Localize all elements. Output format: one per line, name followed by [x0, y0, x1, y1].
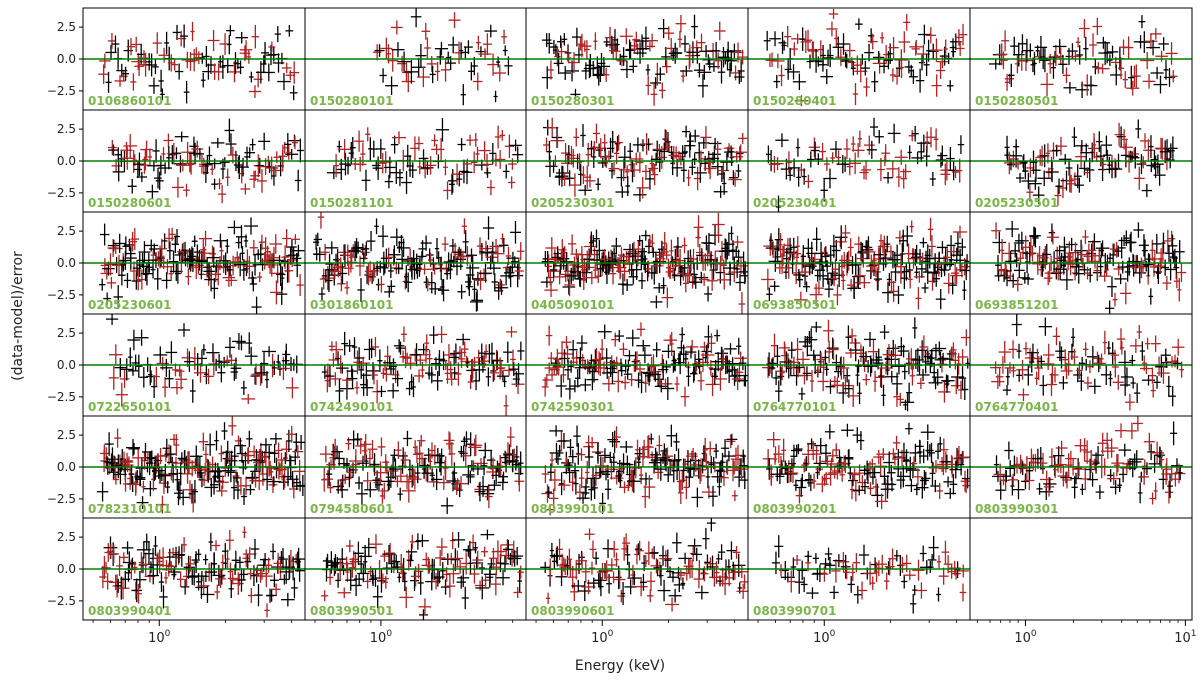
obs-label: 0106860101 [88, 94, 172, 108]
obs-label: 0205230401 [753, 196, 837, 210]
panel-0205230501: 0205230501 [970, 110, 1192, 212]
panel-0693850501: 0693850501 [748, 212, 973, 314]
obs-label: 0693850501 [753, 298, 837, 312]
obs-label: 0150280501 [975, 94, 1059, 108]
residual-points [98, 22, 299, 104]
panel-0205230301: 0205230301 [526, 110, 748, 212]
panel-0150280501: 0150280501 [970, 8, 1192, 110]
panel-0722650101: 0722650101 [83, 313, 305, 416]
obs-label: 0205230601 [88, 298, 172, 312]
obs-label: 0205230301 [531, 196, 615, 210]
obs-label: 0405090101 [531, 298, 615, 312]
residual-points [373, 6, 513, 105]
obs-label: 0150280401 [753, 94, 837, 108]
panel-0742590301: 0742590301 [526, 314, 752, 416]
panel-0405090101: 0405090101 [526, 212, 752, 316]
panel-0150281101: 0150281101 [305, 110, 526, 212]
residual-points [990, 313, 1184, 411]
obs-label: 0693851201 [975, 298, 1059, 312]
panel-0764770101: 0764770101 [748, 314, 972, 416]
panel-0205230601: 0205230601 [83, 212, 305, 317]
panels-layer: 0106860101 0150280101 0150280301 0150280401… [83, 6, 1192, 620]
residual-points [764, 9, 967, 106]
panel-0693851201: 0693851201 [970, 212, 1192, 316]
panel-0782310101: 0782310101 [83, 416, 308, 518]
obs-label: 0764770101 [753, 400, 837, 414]
panel-0150280401: 0150280401 [748, 8, 970, 110]
obs-label: 0150281101 [310, 196, 394, 210]
panel-0150280101: 0150280101 [305, 6, 526, 110]
residual-points [542, 15, 748, 106]
panel-0150280601: 0150280601 [83, 110, 305, 212]
obs-label: 0150280301 [531, 94, 615, 108]
panel-0764770401: 0764770401 [970, 313, 1192, 416]
residual-points [989, 15, 1178, 98]
panel-0742490101: 0742490101 [305, 314, 526, 417]
obs-label: 0205230501 [975, 196, 1059, 210]
obs-label: 0764770401 [975, 400, 1059, 414]
residual-points [327, 118, 523, 200]
obs-label: 0150280601 [88, 196, 172, 210]
residual-points [1004, 119, 1178, 205]
obs-label: 0301860101 [310, 298, 394, 312]
obs-label: 0742490101 [310, 400, 394, 414]
residual-points [106, 313, 303, 406]
panel-0301860101: 0301860101 [305, 205, 526, 314]
panel-0106860101: 0106860101 [83, 8, 305, 110]
residual-points [97, 416, 309, 514]
obs-label: 0742590301 [531, 400, 615, 414]
residual-points [543, 118, 747, 202]
obs-label: 0722650101 [88, 400, 172, 414]
residual-points [313, 205, 524, 311]
panel-0205230401: 0205230401 [748, 110, 970, 218]
obs-label: 0150280101 [310, 94, 394, 108]
panel-0150280301: 0150280301 [526, 8, 748, 110]
